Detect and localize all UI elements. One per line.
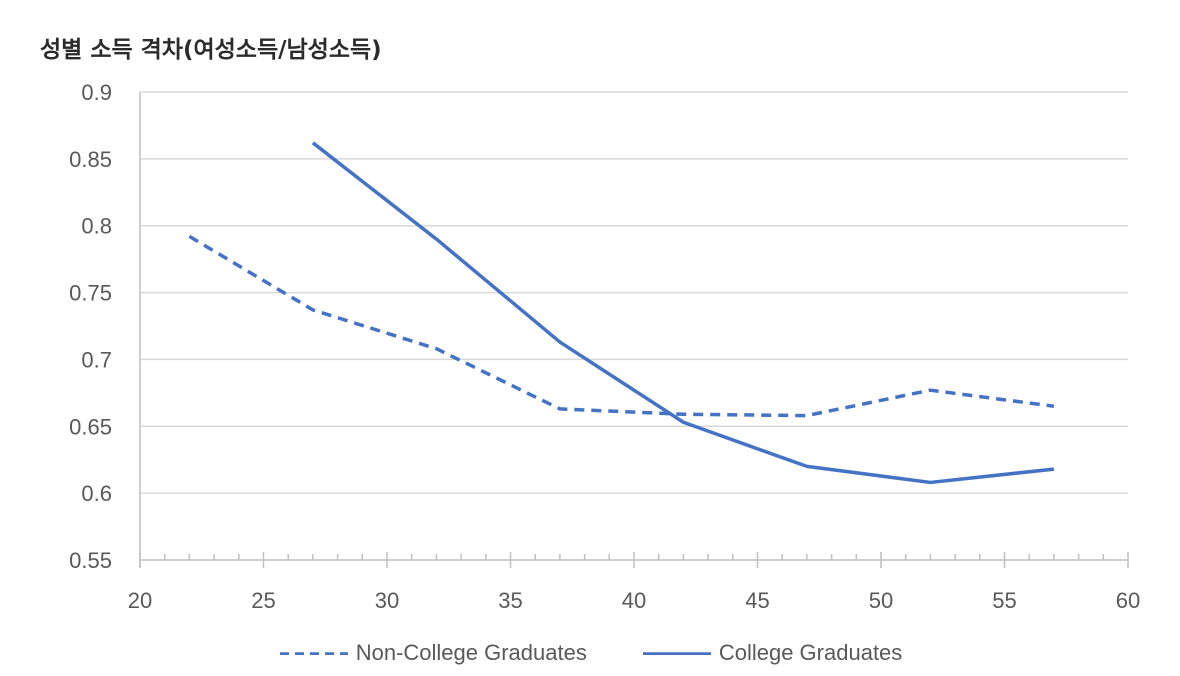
dashed-line-icon bbox=[279, 652, 348, 655]
y-tick-label: 0.8 bbox=[81, 214, 112, 239]
x-tick-label: 35 bbox=[498, 588, 522, 613]
legend-item-non-college: Non-College Graduates bbox=[278, 640, 587, 666]
chart-title: 성별 소득 격차(여성소득/남성소득) bbox=[40, 37, 382, 63]
x-tick-label: 40 bbox=[622, 588, 646, 613]
x-tick-label: 50 bbox=[869, 588, 893, 613]
x-tick-label: 55 bbox=[992, 588, 1016, 613]
y-tick-label: 0.7 bbox=[81, 347, 112, 372]
tick-labels: 0.55 0.6 0.65 0.7 0.75 0.8 0.85 0.9 20 25 30 35 40 45… bbox=[69, 80, 1140, 613]
solid-line-icon bbox=[642, 652, 711, 655]
gridlines bbox=[140, 91, 1128, 494]
y-tick-label: 0.75 bbox=[69, 281, 112, 306]
axes bbox=[139, 92, 1129, 568]
legend-label: Non-College Graduates bbox=[355, 640, 587, 665]
y-tick-label: 0.55 bbox=[69, 548, 112, 573]
y-tick-label: 0.9 bbox=[81, 80, 112, 105]
legend-label: College Graduates bbox=[718, 640, 903, 665]
college-series-line bbox=[311, 141, 1055, 485]
legend: Non-College Graduates College Graduates bbox=[0, 640, 1180, 666]
x-tick-label: 60 bbox=[1116, 588, 1140, 613]
series-lines bbox=[188, 141, 1055, 485]
legend-item-college: College Graduates bbox=[641, 640, 902, 666]
x-tick-label: 25 bbox=[251, 588, 275, 613]
x-tick-label: 45 bbox=[745, 588, 769, 613]
y-tick-label: 0.65 bbox=[69, 414, 112, 439]
y-tick-label: 0.6 bbox=[81, 481, 112, 506]
non-college-series-line bbox=[188, 234, 1055, 418]
y-tick-label: 0.85 bbox=[69, 147, 112, 172]
x-tick-label: 20 bbox=[128, 588, 152, 613]
x-tick-label: 30 bbox=[375, 588, 399, 613]
